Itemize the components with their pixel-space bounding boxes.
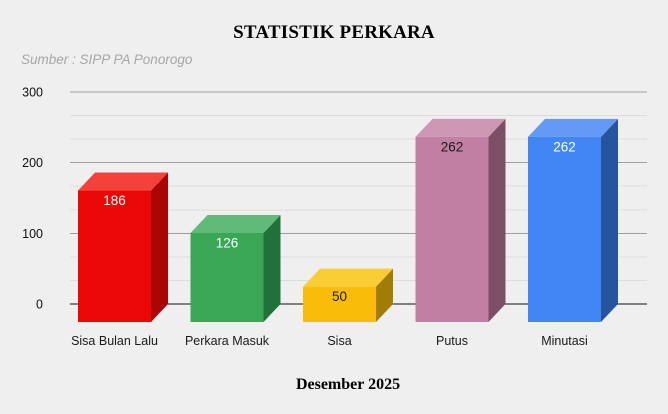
- y-tick-label: 100: [22, 227, 43, 241]
- y-tick-label: 0: [36, 298, 43, 312]
- bar-top-face[interactable]: [190, 214, 281, 233]
- bar-side-face[interactable]: [601, 118, 618, 322]
- bar-front-face[interactable]: [303, 286, 376, 322]
- bar-side-face[interactable]: [151, 172, 168, 322]
- bar-value-label: 186: [103, 193, 126, 208]
- bar-value-label: 262: [553, 139, 576, 154]
- bar-front-face[interactable]: [190, 232, 264, 322]
- x-category-label: Sisa Bulan Lalu: [71, 334, 158, 348]
- bar-value-label: 262: [441, 139, 464, 154]
- y-tick-label: 300: [22, 86, 43, 100]
- bar-top-face[interactable]: [528, 118, 618, 137]
- x-category-label: Perkara Masuk: [185, 334, 270, 348]
- chart-subtitle: Sumber : SIPP PA Ponorogo: [21, 52, 193, 67]
- bar-front-face[interactable]: [78, 190, 151, 322]
- bar-putus[interactable]: 262: [415, 118, 506, 322]
- bar-minutasi[interactable]: 262: [528, 118, 618, 322]
- bar-sisa[interactable]: 50: [303, 268, 393, 322]
- x-axis-title: Desember 2025: [295, 376, 401, 393]
- x-category-label: Sisa: [327, 334, 351, 348]
- x-category-label: Putus: [436, 334, 468, 348]
- bar-front-face[interactable]: [528, 136, 601, 322]
- bar-perkara-masuk[interactable]: 126: [190, 214, 281, 322]
- bar-value-label: 126: [216, 236, 239, 251]
- bar-side-face[interactable]: [488, 118, 506, 322]
- bar-top-face[interactable]: [303, 268, 393, 287]
- y-tick-label: 200: [22, 156, 43, 170]
- bar-sisa-bulan-lalu[interactable]: 186: [78, 172, 168, 322]
- chart-title: STATISTIK PERKARA: [233, 22, 435, 43]
- bar-top-face[interactable]: [415, 118, 506, 137]
- x-category-label: Minutasi: [541, 334, 588, 348]
- bar-top-face[interactable]: [78, 172, 168, 191]
- bar-front-face[interactable]: [415, 136, 489, 322]
- bar-value-label: 50: [332, 289, 347, 304]
- bar-side-face[interactable]: [263, 214, 281, 322]
- bar-side-face[interactable]: [376, 268, 393, 322]
